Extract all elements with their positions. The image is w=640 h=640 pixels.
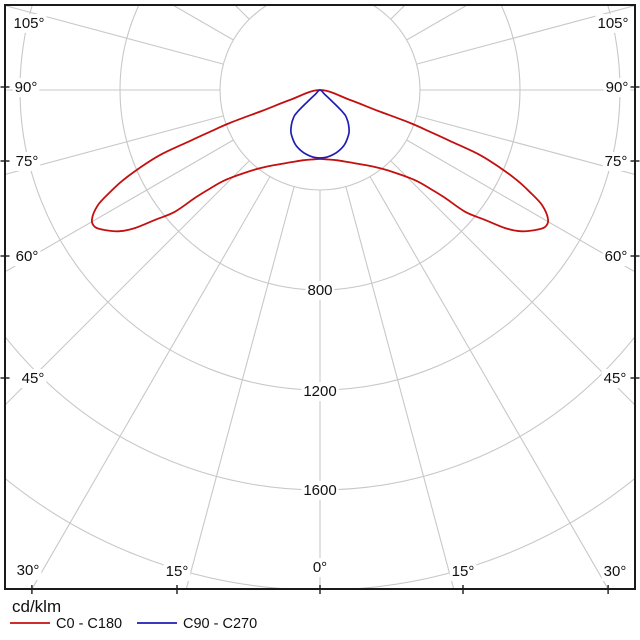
angle-label-bg xyxy=(163,562,191,581)
angle-label: 45° xyxy=(22,370,45,387)
angle-label: 60° xyxy=(605,248,628,265)
grid-spoke xyxy=(416,6,634,65)
angle-label: 15° xyxy=(452,563,475,580)
angle-label-bg xyxy=(11,14,47,33)
ring-label: 1600 xyxy=(303,482,336,499)
grid-spoke xyxy=(6,139,234,272)
angle-label: 75° xyxy=(16,153,39,170)
ring-label: 800 xyxy=(307,282,332,299)
grid-spoke xyxy=(416,115,634,175)
angle-label: 90° xyxy=(606,79,629,96)
curve-c90-c270 xyxy=(290,89,350,159)
grid-spoke xyxy=(345,186,455,588)
angle-label-bg xyxy=(603,78,631,97)
angle-label: 45° xyxy=(604,370,627,387)
legend: cd/klm C0 - C180 C90 - C270 xyxy=(10,597,257,632)
angle-label-bg xyxy=(13,247,41,266)
grid-spoke xyxy=(185,186,295,588)
curve-c0-c180 xyxy=(90,89,550,233)
ring-label-bg xyxy=(301,481,339,500)
angle-label: 60° xyxy=(16,248,39,265)
grid-spoke xyxy=(369,176,609,588)
grid-spoke xyxy=(0,0,270,3)
unit-label: cd/klm xyxy=(12,597,61,616)
angle-label: 15° xyxy=(166,563,189,580)
grid-ring xyxy=(219,6,421,191)
grid-spoke xyxy=(6,6,224,65)
angle-label-bg xyxy=(449,562,477,581)
angle-label-bg xyxy=(19,369,47,388)
angle-label: 105° xyxy=(13,15,44,32)
angle-label-bg xyxy=(310,558,330,577)
grid-spoke xyxy=(31,176,271,588)
grid-spoke xyxy=(406,139,634,272)
legend-label-c0-c180: C0 - C180 xyxy=(56,616,122,632)
grid-spoke xyxy=(6,115,224,175)
angle-label-bg xyxy=(602,152,630,171)
angle-label: 30° xyxy=(604,563,627,580)
grid-spoke xyxy=(370,0,640,3)
angle-label-bg xyxy=(14,561,42,580)
angle-label-bg xyxy=(595,14,631,33)
grid-spoke xyxy=(390,160,634,405)
ring-label: 1200 xyxy=(303,383,336,400)
ring-label-bg xyxy=(305,281,335,300)
angle-label: 75° xyxy=(605,153,628,170)
grid-spoke xyxy=(6,160,250,405)
angle-label: 30° xyxy=(17,562,40,579)
angle-label: 105° xyxy=(597,15,628,32)
angle-label-bg xyxy=(13,152,41,171)
angle-label-bg xyxy=(601,562,629,581)
angle-label-bg xyxy=(12,78,40,97)
legend-label-c90-c270: C90 - C270 xyxy=(183,616,257,632)
angle-label-bg xyxy=(602,247,630,266)
angle-label-bg xyxy=(601,369,629,388)
axis-labels: 105° 90° 75° 60° 45° 30° 15° 0° 15° 30° 45° 60° 75° 9… xyxy=(11,14,631,581)
angle-label: 90° xyxy=(15,79,38,96)
frame-ticks xyxy=(0,86,640,594)
angle-label: 0° xyxy=(313,559,327,576)
ring-label-bg xyxy=(301,382,339,401)
intensity-curves xyxy=(90,89,550,233)
